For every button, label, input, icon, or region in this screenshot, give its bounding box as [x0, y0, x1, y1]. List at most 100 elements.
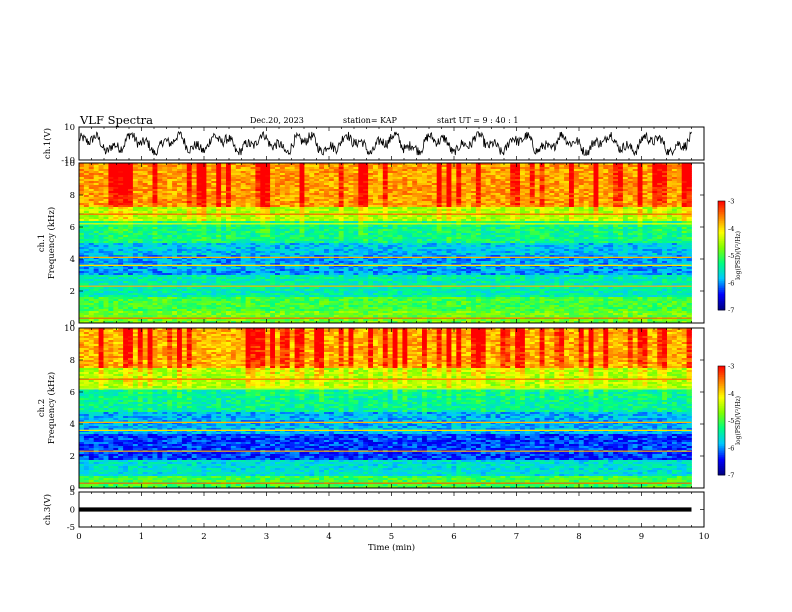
ch1-spectrogram-cell — [681, 193, 687, 196]
ch1-spectrogram-cell — [593, 201, 599, 204]
ch1-spectrogram-cell — [456, 203, 462, 206]
ch1-spectrogram-cell — [544, 175, 550, 178]
ch1-spectrogram-cell — [554, 229, 560, 232]
ch1-spectrogram-cell — [505, 165, 511, 168]
ch1-spectrogram-cell — [559, 217, 565, 220]
ch1-spectrogram-cell — [299, 201, 305, 204]
ch1-spectrogram-cell — [387, 215, 393, 218]
ch1-spectrogram-cell — [471, 165, 477, 168]
ch1-spectrogram-cell — [544, 237, 550, 240]
ch1-spectrogram-cell — [622, 197, 629, 200]
ch1-spectrogram-cell — [260, 203, 266, 206]
ch1-spectrogram-cell — [495, 215, 501, 218]
ch1-spectrogram-cell — [667, 197, 673, 200]
ch1-spectrogram-cell — [167, 207, 173, 210]
ch1-spectrogram-cell — [123, 201, 129, 204]
ch1-spectrogram-cell — [147, 171, 153, 174]
ch1-spectrogram-cell — [103, 177, 109, 180]
ch1-spectrogram-cell — [632, 189, 638, 192]
ch1-spectrogram-cell — [520, 185, 526, 188]
ch1-spectrogram-cell — [128, 163, 134, 166]
ch1-spectrogram-cell — [456, 163, 462, 166]
ch1-spectrogram-cell — [368, 191, 374, 194]
ch1-spectrogram-cell — [529, 221, 536, 224]
ch1-spectrogram-cell — [676, 219, 683, 222]
ch1-spectrogram-cell — [245, 233, 251, 236]
ch1-spectrogram-cell — [387, 225, 393, 228]
ch1-spectrogram-cell — [554, 221, 560, 224]
ch1-spectrogram-cell — [152, 183, 158, 186]
ch1-spectrogram-cell — [471, 193, 477, 196]
ch1-spectrogram-cell — [186, 199, 193, 202]
ch1-spectrogram-cell — [255, 191, 261, 194]
ch1-spectrogram-cell — [524, 207, 531, 210]
ch1-spectrogram-cell — [328, 211, 335, 214]
ch1-spectrogram-cell — [412, 175, 418, 178]
ch1-spectrogram-cell — [319, 165, 325, 168]
ch1-spectrogram-cell — [627, 225, 634, 228]
ch1-spectrogram-cell — [235, 207, 242, 210]
ch1-spectrogram-cell — [265, 217, 271, 220]
ch1-spectrogram-cell — [162, 173, 168, 176]
ch1-spectrogram-cell — [93, 211, 99, 214]
ch1-spectrogram-cell — [549, 165, 555, 168]
ch1-spectrogram-cell — [363, 231, 369, 234]
ch1-spectrogram-cell — [157, 205, 163, 208]
ch1-spectrogram-cell — [216, 233, 222, 236]
ch1-spectrogram-cell — [235, 193, 242, 196]
ch1-spectrogram-cell — [387, 179, 393, 182]
ch1-spectrogram-cell — [622, 181, 629, 184]
ch1-spectrogram-cell — [613, 191, 619, 194]
ch1-spectrogram-cell — [559, 201, 565, 204]
ch1-spectrogram-cell — [662, 229, 668, 232]
ch1-spectrogram-cell — [206, 173, 212, 176]
ch1-spectrogram-cell — [230, 217, 237, 220]
ch1-spectrogram-cell — [387, 217, 393, 220]
ch1-spectrogram-cell — [265, 203, 271, 206]
ch1-spectrogram-cell — [270, 233, 276, 236]
ch1-spectrogram-cell — [451, 197, 457, 200]
ch1-spectrogram-cell — [671, 235, 678, 238]
ch1-spectrogram-cell — [485, 175, 491, 178]
ch1-spectrogram-cell — [289, 189, 295, 192]
ch1-spectrogram-cell — [471, 195, 477, 198]
ch1-spectrogram-cell — [573, 181, 580, 184]
ch1-spectrogram-cell — [373, 207, 379, 210]
ch1-spectrogram-cell — [270, 229, 276, 232]
ch1-spectrogram-cell — [583, 169, 589, 172]
ch1-spectrogram-cell — [309, 201, 315, 204]
ch1-spectrogram-cell — [142, 217, 148, 220]
figure-title: VLF Spectra — [80, 113, 153, 127]
ch1-spectrogram-cell — [260, 229, 266, 232]
ch1-spectrogram-cell — [446, 175, 452, 178]
ch1-spectrogram-cell — [221, 169, 227, 172]
ch1-spectrogram-cell — [456, 173, 462, 176]
ch1-spectrogram-cell — [667, 191, 673, 194]
ch1-spectrogram-cell — [137, 207, 144, 210]
ch1-spectrogram-cell — [412, 239, 418, 242]
ch1-spectrogram-cell — [647, 185, 653, 188]
ch1-spectrogram-cell — [534, 229, 540, 232]
ch1-spectrogram-cell — [554, 219, 560, 222]
ch1-spectrogram-cell — [657, 169, 663, 172]
ch1-spectrogram-cell — [539, 231, 545, 234]
ch1-spectrogram-cell — [98, 239, 104, 242]
ch1-spectrogram-cell — [387, 175, 393, 178]
ch1-spectrogram-cell — [206, 197, 212, 200]
ch1-spectrogram-cell — [681, 225, 687, 228]
ch1-spectrogram-cell — [167, 181, 173, 184]
ch1-spectrogram-cell — [392, 185, 398, 188]
ch1-spectrogram-cell — [279, 229, 286, 232]
ch1-spectrogram-cell — [618, 183, 624, 186]
ch1-spectrogram-cell — [622, 165, 629, 168]
ch1-spectrogram-cell — [191, 219, 197, 222]
ch1-spectrogram-cell — [128, 237, 134, 240]
ch1-spectrogram-cell — [632, 225, 638, 228]
ch1-spectrogram-cell — [510, 181, 516, 184]
ch1-spectrogram-cell — [471, 163, 477, 166]
ch1-spectrogram-cell — [520, 201, 526, 204]
ch1-spectrogram-cell — [515, 189, 521, 192]
ch1-spectrogram-cell — [657, 165, 663, 168]
ch1-spectrogram-cell — [662, 211, 668, 214]
ch1-spectrogram-cell — [456, 231, 462, 234]
